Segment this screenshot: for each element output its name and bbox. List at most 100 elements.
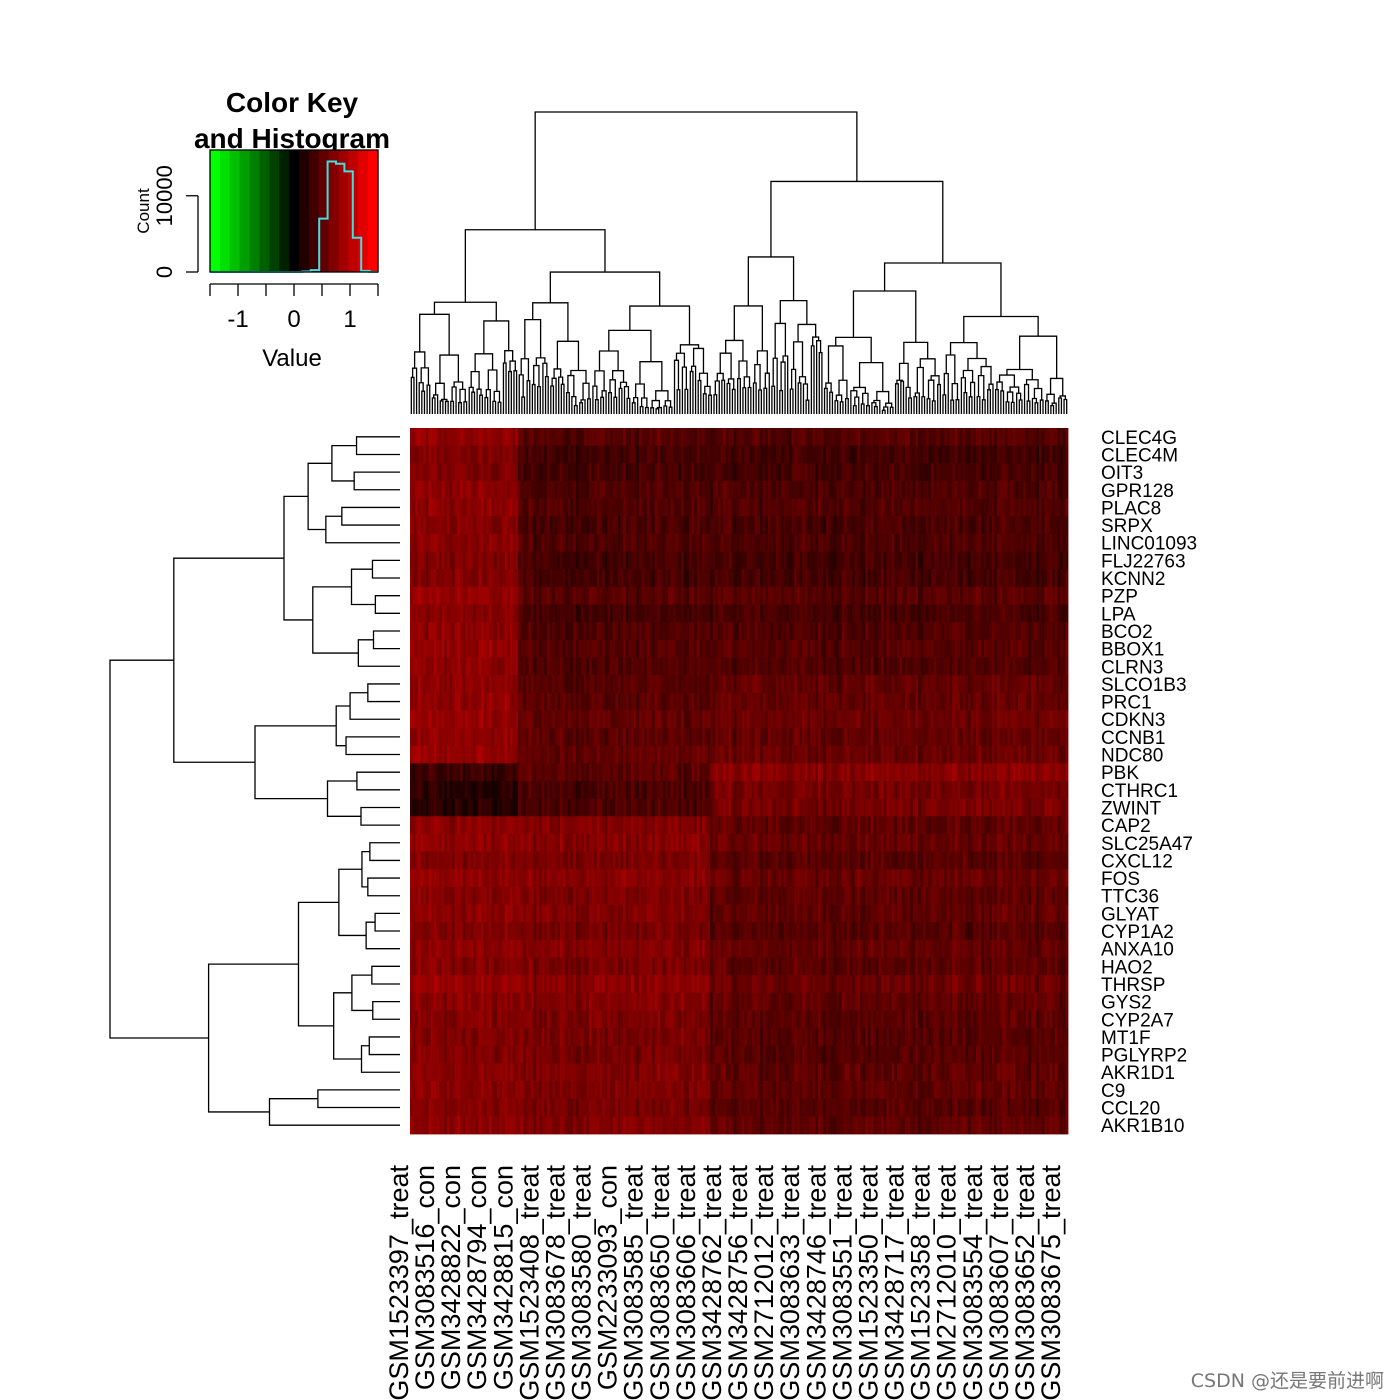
heatmap-cell	[420, 480, 424, 499]
heatmap-cell	[994, 498, 998, 517]
heatmap-cell	[638, 657, 643, 676]
heatmap-cell	[667, 692, 671, 711]
heatmap-cell	[791, 463, 795, 482]
heatmap-cell	[949, 445, 953, 464]
heatmap-cell	[481, 710, 485, 729]
heatmap-cell	[762, 516, 766, 535]
heatmap-cell	[728, 639, 732, 658]
heatmap-cell	[873, 551, 877, 570]
heatmap-cell	[741, 551, 745, 570]
heatmap-cell	[902, 728, 906, 747]
heatmap-cell	[494, 480, 498, 499]
heatmap-cell	[741, 516, 745, 535]
heatmap-cell	[736, 728, 740, 747]
heatmap-cell	[857, 533, 861, 552]
heatmap-cell	[875, 428, 879, 447]
heatmap-cell	[733, 710, 737, 729]
heatmap-cell	[670, 622, 674, 641]
heatmap-cell	[615, 533, 619, 552]
heatmap-cell	[486, 551, 490, 570]
heatmap-cell	[410, 428, 414, 447]
heatmap-cell	[873, 657, 877, 676]
heatmap-cell	[952, 569, 956, 588]
heatmap-cell	[599, 516, 603, 535]
heatmap-cell	[983, 516, 987, 535]
heatmap-cell	[454, 622, 458, 641]
heatmap-cell	[541, 533, 545, 552]
heatmap-cell	[741, 728, 745, 747]
heatmap-cell	[960, 569, 964, 588]
heatmap-cell	[749, 516, 753, 535]
heatmap-cell	[586, 657, 590, 676]
column-dendrogram-branch	[756, 350, 768, 374]
heatmap-cell	[978, 710, 982, 729]
column-dendrogram-branch	[502, 362, 507, 414]
heatmap-cell	[1017, 569, 1022, 588]
heatmap-cell	[438, 675, 442, 694]
heatmap-cell	[839, 569, 843, 588]
heatmap-cell	[699, 480, 703, 499]
column-dendrogram-branch	[815, 340, 822, 414]
heatmap-cell	[549, 622, 553, 641]
column-dendrogram-branch	[1058, 397, 1063, 414]
heatmap-cell	[528, 516, 532, 535]
heatmap-cell	[846, 463, 850, 482]
heatmap-cell	[981, 692, 985, 711]
heatmap-cell	[473, 692, 477, 711]
heatmap-cell	[846, 728, 850, 747]
heatmap-cell	[502, 692, 506, 711]
heatmap-cell	[1023, 692, 1027, 711]
column-dendrogram-branch	[950, 399, 955, 414]
heatmap-cell	[712, 569, 716, 588]
heatmap-cell	[1025, 710, 1029, 729]
heatmap-cell	[699, 569, 703, 588]
heatmap-cell	[644, 569, 648, 588]
heatmap-cell	[767, 533, 771, 552]
heatmap-cell	[602, 675, 606, 694]
heatmap-cell	[570, 463, 574, 482]
heatmap-cell	[1054, 639, 1058, 658]
heatmap-cell	[889, 551, 893, 570]
row-dendrogram-branch	[357, 639, 400, 667]
heatmap-cell	[691, 533, 695, 552]
heatmap-cell	[986, 728, 990, 747]
heatmap-cell	[810, 604, 814, 623]
heatmap-cell	[704, 586, 708, 605]
heatmap-cell	[839, 480, 843, 499]
row-dendrogram-branch	[372, 1000, 400, 1020]
heatmap-cell	[681, 445, 685, 464]
heatmap-cell	[712, 639, 716, 658]
heatmap-cell	[578, 569, 582, 588]
heatmap-cell	[528, 604, 532, 623]
heatmap-cell	[731, 639, 735, 658]
heatmap-cell	[549, 728, 553, 747]
heatmap-cell	[802, 710, 806, 729]
heatmap-cell	[799, 710, 803, 729]
heatmap-cell	[873, 480, 877, 499]
heatmap-cell	[617, 533, 621, 552]
heatmap-cell	[465, 639, 469, 658]
heatmap-cell	[694, 622, 698, 641]
heatmap-cell	[678, 692, 682, 711]
heatmap-cell	[936, 710, 940, 729]
heatmap-cell	[1036, 498, 1040, 517]
heatmap-cell	[1010, 622, 1014, 641]
heatmap-cell	[725, 428, 729, 447]
heatmap-cell	[549, 533, 553, 552]
heatmap-cell	[425, 551, 429, 570]
heatmap-cell	[794, 428, 798, 447]
heatmap-cell	[917, 480, 922, 499]
heatmap-cell	[549, 445, 553, 464]
heatmap-cell	[1049, 622, 1053, 641]
heatmap-cell	[1065, 657, 1069, 676]
heatmap-cell	[1023, 551, 1027, 570]
column-dendrogram-branch	[930, 375, 940, 385]
heatmap-cell	[412, 710, 416, 729]
heatmap-cell	[825, 445, 829, 464]
heatmap-cell	[733, 586, 737, 605]
heatmap-cell	[812, 586, 816, 605]
heatmap-cell	[636, 463, 640, 482]
heatmap-cell	[728, 745, 732, 764]
heatmap-cell	[552, 533, 556, 552]
heatmap-cell	[583, 639, 587, 658]
